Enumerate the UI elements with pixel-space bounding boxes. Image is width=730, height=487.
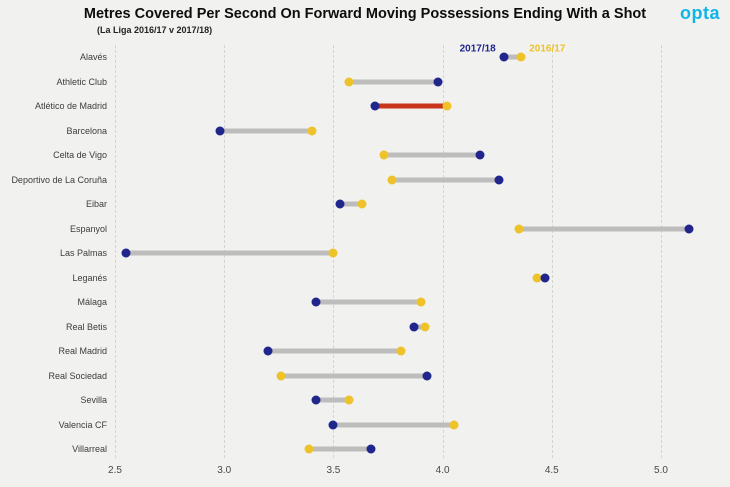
gridline [442, 45, 444, 458]
chart-title: Metres Covered Per Second On Forward Mov… [83, 6, 647, 22]
connector-bar [383, 152, 480, 158]
dot-2017-18 [409, 322, 419, 331]
dot-2016-17 [328, 248, 338, 258]
dot-2017-18 [499, 52, 509, 62]
connector-bar [503, 54, 522, 60]
dot-2017-18 [540, 273, 550, 282]
dot-2016-17 [442, 101, 452, 111]
dot-2016-17 [357, 199, 367, 209]
team-label: Leganés [72, 272, 107, 283]
dot-2016-17 [304, 444, 314, 454]
dot-2017-18 [370, 101, 380, 111]
dot-2016-17 [379, 150, 389, 160]
x-tick-label: 3.0 [217, 465, 232, 476]
team-label: Deportivo de La Coruña [11, 174, 107, 185]
legend-2017-18: 2017/18 [459, 43, 496, 55]
dot-2016-17 [276, 371, 286, 380]
connector-bar [414, 324, 426, 329]
connector-bar [267, 348, 402, 354]
connector-bar [519, 226, 690, 231]
connector-bar [280, 373, 428, 378]
gridline [661, 45, 662, 458]
connector-bar [125, 250, 334, 256]
dot-2016-17 [344, 77, 354, 86]
dot-2016-17 [416, 297, 426, 307]
dot-2016-17 [532, 273, 541, 282]
gridline [551, 45, 553, 458]
dot-2017-18 [684, 224, 694, 233]
dot-2016-17 [516, 52, 526, 62]
dot-2016-17 [396, 346, 406, 356]
connector-bar [392, 177, 500, 182]
x-tick-label: 2.5 [108, 465, 122, 476]
dot-2016-17 [420, 322, 430, 331]
dot-2017-18 [335, 199, 345, 209]
x-tick-label: 5.0 [654, 465, 668, 476]
dot-2016-17 [387, 175, 397, 184]
team-label: Espanyol [69, 223, 107, 234]
team-label: Barcelona [66, 125, 107, 136]
dot-2017-18 [263, 346, 273, 356]
connector-bar [219, 128, 312, 133]
team-label: Sevilla [80, 395, 107, 405]
connector-bar [333, 422, 454, 427]
team-label: Real Madrid [58, 346, 107, 356]
team-label: Athletic Club [56, 76, 107, 87]
x-tick-label: 4.0 [435, 465, 450, 476]
team-label: Atlético de Madrid [34, 101, 107, 111]
team-label: Villarreal [72, 444, 107, 454]
gridline [115, 45, 116, 458]
team-label: Málaga [77, 297, 107, 307]
x-tick-label: 3.5 [326, 465, 341, 476]
team-label: Real Sociedad [48, 370, 107, 381]
connector-bar [315, 299, 421, 305]
dot-2017-18 [366, 444, 376, 454]
connector-bar [315, 397, 349, 403]
dot-2017-18 [121, 248, 131, 258]
dot-2016-17 [307, 126, 317, 135]
dot-2016-17 [514, 224, 524, 233]
connector-bar [339, 201, 362, 207]
team-label: Real Betis [65, 321, 107, 332]
dot-2016-17 [344, 395, 354, 405]
dot-2016-17 [449, 420, 459, 429]
dot-2017-18 [422, 371, 432, 380]
team-label: Celta de Vigo [53, 150, 107, 160]
chart-subtitle: (La Liga 2016/17 v 2017/18) [97, 25, 213, 35]
dot-2017-18 [311, 395, 321, 405]
dot-2017-18 [311, 297, 321, 307]
highlight-connector-bar [374, 103, 447, 109]
team-label: Eibar [85, 199, 107, 209]
opta-logo: opta [680, 3, 720, 23]
dot-2017-18 [475, 150, 485, 160]
x-tick-label: 4.5 [544, 465, 559, 476]
dot-2017-18 [215, 126, 225, 135]
team-label: Valencia CF [58, 419, 107, 430]
connector-bar [309, 446, 371, 452]
connector-bar [348, 79, 439, 84]
team-label: Las Palmas [59, 248, 107, 258]
dot-2017-18 [328, 420, 338, 429]
legend-2016-17: 2016/17 [529, 43, 566, 55]
team-label: Alavés [79, 52, 107, 62]
dot-2017-18 [433, 77, 443, 86]
dot-2017-18 [494, 175, 504, 184]
